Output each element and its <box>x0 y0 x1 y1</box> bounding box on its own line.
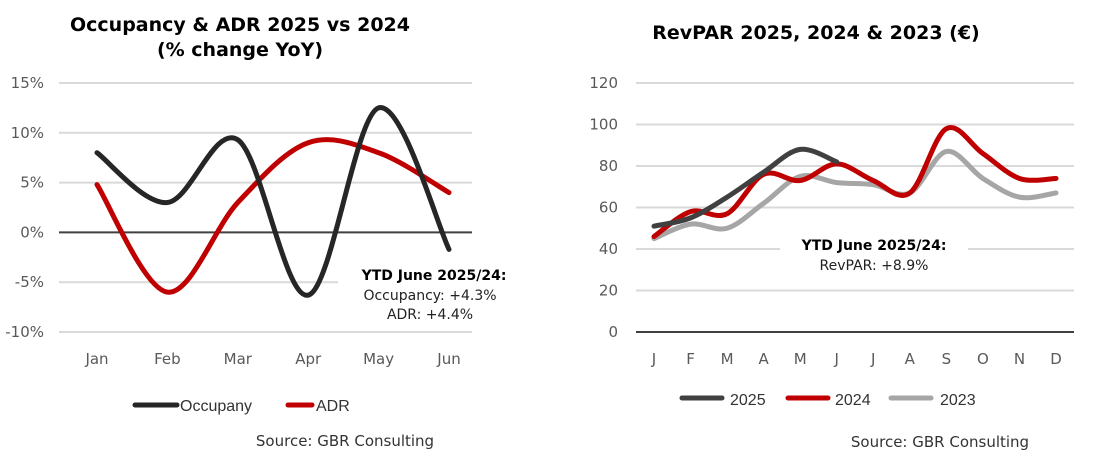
series-line-2024 <box>651 125 1059 240</box>
chart-title: RevPAR 2025, 2024 & 2023 (€) <box>652 22 980 44</box>
series-line-2023 <box>651 148 1059 242</box>
series-line-adr <box>94 137 452 295</box>
x-tick-label: S <box>942 350 952 368</box>
chart-title: Occupancy & ADR 2025 vs 2024 <box>70 14 410 36</box>
x-tick-label: F <box>686 350 695 368</box>
legend-label-adr: ADR <box>316 398 350 415</box>
x-tick-label: A <box>905 350 916 368</box>
x-tick-label: A <box>759 350 770 368</box>
legend-label-occupancy: Occupany <box>180 398 252 415</box>
legend-label-2025: 2025 <box>730 392 766 409</box>
x-tick-label: Jun <box>436 350 460 368</box>
annotation-title: YTD June 2025/24: <box>361 268 507 284</box>
annotation-background <box>780 234 968 278</box>
x-tick-label: O <box>977 350 989 368</box>
x-tick-label: D <box>1050 350 1062 368</box>
x-tick-label: J <box>870 350 875 368</box>
y-tick-label: -10% <box>5 323 44 341</box>
x-tick-label: Jan <box>84 350 108 368</box>
x-tick-label: Mar <box>224 350 253 368</box>
y-tick-label: 80 <box>599 157 618 175</box>
y-tick-label: -5% <box>15 273 44 291</box>
series-line-occupany <box>94 105 452 298</box>
legend: 2025 2024 2023 <box>679 392 976 409</box>
y-tick-label: 40 <box>599 240 618 258</box>
revpar-chart: RevPAR 2025, 2024 & 2023 (€) 0 20 40 60 80 10… <box>589 22 1074 451</box>
y-tick-label: 60 <box>599 199 618 217</box>
x-tick-label: M <box>794 350 807 368</box>
x-tick-label: Feb <box>154 350 181 368</box>
x-tick-label: May <box>363 350 394 368</box>
series-line-2025 <box>651 146 840 229</box>
chart-subtitle: (% change YoY) <box>157 39 323 61</box>
annotation-revpar: RevPAR: +8.9% <box>820 258 929 274</box>
legend-label-2023: 2023 <box>940 392 976 409</box>
y-tick-label: 15% <box>11 74 44 92</box>
y-tick-label: 20 <box>599 282 618 300</box>
annotation-background <box>338 262 528 324</box>
y-tick-label: 100 <box>589 116 618 134</box>
annotation-occupancy: Occupancy: +4.3% <box>363 288 496 304</box>
y-tick-label: 10% <box>11 124 44 142</box>
annotation-title: YTD June 2025/24: <box>801 238 947 254</box>
x-tick-label: M <box>721 350 734 368</box>
x-tick-label: J <box>651 350 656 368</box>
annotation-adr: ADR: +4.4% <box>387 307 473 323</box>
source-note: Source: GBR Consulting <box>256 432 434 450</box>
x-tick-label: N <box>1014 350 1025 368</box>
y-tick-label: 5% <box>20 174 44 192</box>
x-tick-label: J <box>834 350 839 368</box>
legend: Occupany ADR <box>132 398 350 415</box>
y-tick-label: 0 <box>608 323 618 341</box>
y-tick-label: 120 <box>589 74 618 92</box>
source-note: Source: GBR Consulting <box>851 433 1029 451</box>
legend-label-2024: 2024 <box>835 392 871 409</box>
x-tick-label: Apr <box>295 350 322 368</box>
y-tick-label: 0% <box>20 223 44 241</box>
occupancy-adr-chart: Occupancy & ADR 2025 vs 2024 (% change Y… <box>5 14 528 450</box>
